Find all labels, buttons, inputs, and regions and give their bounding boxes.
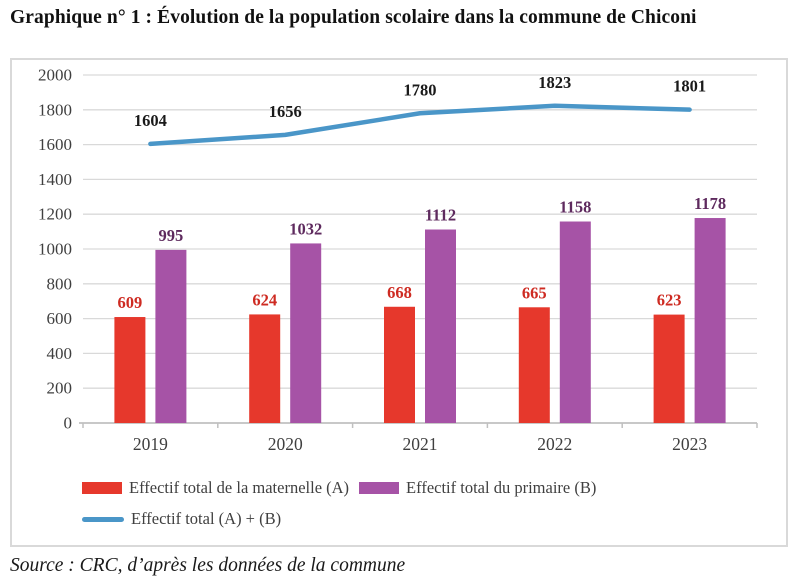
legend-item-total: Effectif total (A) + (B) (82, 509, 281, 529)
svg-text:995: 995 (159, 226, 184, 245)
svg-text:665: 665 (522, 283, 547, 302)
svg-text:2020: 2020 (268, 434, 303, 454)
data-labels-series-2: 1604 1656 1780 1823 1801 (134, 73, 706, 130)
svg-text:1600: 1600 (38, 135, 72, 154)
svg-text:2000: 2000 (38, 66, 72, 85)
svg-text:609: 609 (118, 293, 143, 312)
svg-text:668: 668 (387, 283, 412, 302)
svg-text:1000: 1000 (38, 240, 72, 259)
legend-swatch-total-icon (82, 516, 124, 522)
svg-text:1780: 1780 (404, 80, 437, 99)
svg-text:1801: 1801 (673, 77, 706, 96)
chart-plot: 0 200 400 600 800 1000 1200 1400 1600 1800 2000 201… (38, 66, 758, 454)
bar (290, 243, 322, 423)
svg-text:1178: 1178 (694, 194, 726, 213)
svg-text:1656: 1656 (269, 102, 302, 121)
x-axis (79, 422, 758, 428)
legend-swatch-primaire-icon (359, 482, 400, 494)
svg-text:0: 0 (64, 414, 73, 433)
legend-label-total: Effectif total (A) + (B) (131, 509, 282, 528)
svg-text:1032: 1032 (289, 219, 322, 238)
bar (384, 306, 415, 423)
bar (518, 307, 550, 423)
legend-row-1: Effectif total de la maternelle (A) Effe… (82, 478, 786, 498)
legend-swatch-maternelle-icon (82, 482, 122, 494)
svg-text:2023: 2023 (672, 434, 707, 454)
source-note: Source : CRC, d’après les données de la … (10, 555, 406, 576)
svg-text:624: 624 (252, 290, 277, 309)
svg-text:1112: 1112 (425, 206, 456, 225)
chart-legend: Effectif total de la maternelle (A) Effe… (12, 458, 786, 529)
x-axis-labels: 2019 2020 2021 2022 2023 (133, 434, 707, 454)
chart-title: Graphique n° 1 : Évolution de la populat… (10, 7, 697, 28)
svg-text:2019: 2019 (133, 434, 168, 454)
svg-text:1400: 1400 (38, 170, 72, 189)
bar-series-1 (155, 218, 726, 423)
bar-series-0 (114, 306, 685, 423)
bar (155, 249, 187, 423)
svg-text:600: 600 (47, 309, 73, 328)
svg-text:400: 400 (47, 344, 73, 363)
svg-text:2021: 2021 (403, 434, 438, 454)
y-axis-labels: 0 200 400 600 800 1000 1200 1400 1600 1800 2000 (38, 66, 72, 433)
svg-text:2022: 2022 (537, 434, 572, 454)
bar (425, 229, 456, 423)
svg-text:1200: 1200 (38, 205, 72, 224)
chart-container: 0 200 400 600 800 1000 1200 1400 1600 1800 2000 201… (10, 58, 788, 547)
svg-text:1158: 1158 (559, 198, 591, 217)
svg-text:1823: 1823 (538, 73, 571, 92)
legend-label-primaire: Effectif total du primaire (B) (406, 478, 597, 497)
svg-text:623: 623 (657, 291, 682, 310)
legend-item-primaire: Effectif total du primaire (B) (359, 478, 596, 498)
bar (694, 218, 726, 423)
svg-text:1800: 1800 (38, 100, 72, 119)
svg-text:200: 200 (47, 379, 73, 398)
legend-row-2: Effectif total (A) + (B) (82, 509, 786, 529)
legend-label-maternelle: Effectif total de la maternelle (A) (129, 478, 350, 497)
data-labels-series-1: 995 1032 1112 1158 1178 (159, 194, 727, 245)
bar (559, 221, 591, 423)
legend-item-maternelle: Effectif total de la maternelle (A) (82, 478, 349, 498)
data-labels-series-0: 609 624 668 665 623 (118, 283, 682, 312)
bar (653, 314, 685, 423)
gridlines (83, 74, 757, 389)
total-line (148, 103, 692, 147)
bar (249, 314, 281, 423)
svg-text:1604: 1604 (134, 111, 167, 130)
svg-text:800: 800 (47, 274, 73, 293)
bar (114, 317, 146, 423)
